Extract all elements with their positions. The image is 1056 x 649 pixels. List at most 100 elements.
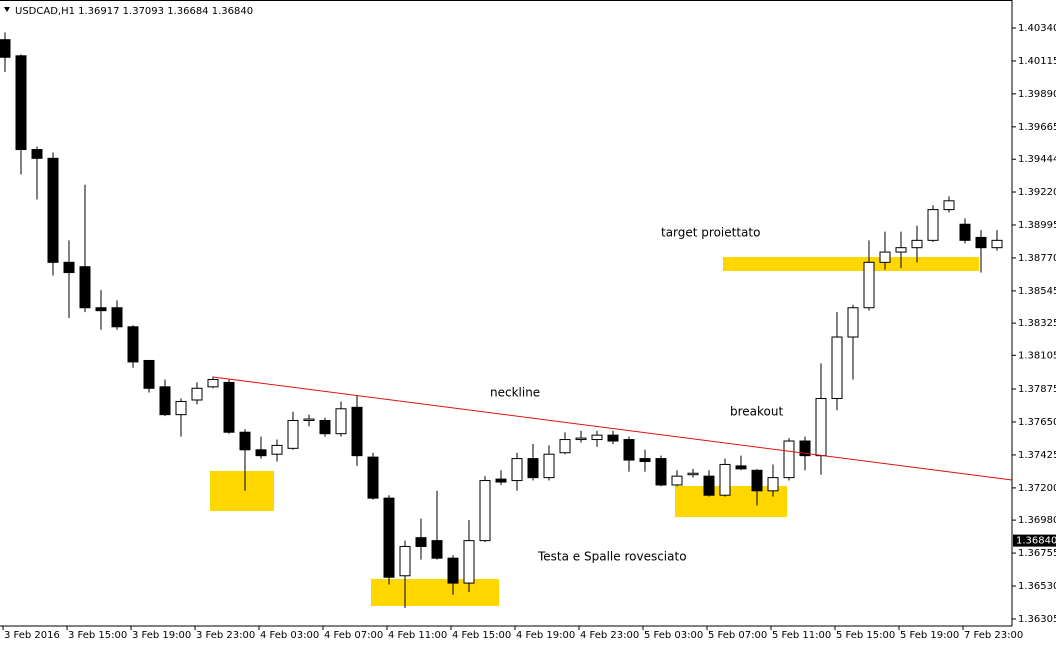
candle-body xyxy=(799,440,811,457)
y-tick-label: 1.40340 xyxy=(1018,23,1056,34)
x-tick-label: 4 Feb 11:00 xyxy=(388,630,447,641)
candle-body xyxy=(959,223,971,241)
candle-body xyxy=(511,458,523,482)
candle-body xyxy=(751,469,763,492)
candle-body xyxy=(527,458,539,479)
candle-body xyxy=(879,251,891,263)
current-price-box xyxy=(1013,534,1056,547)
candle-body xyxy=(303,418,315,422)
candle-body xyxy=(607,434,619,442)
x-tick-label: 3 Feb 19:00 xyxy=(132,630,191,641)
x-tick-label: 5 Feb 19:00 xyxy=(900,630,959,641)
x-tick-label: 5 Feb 03:00 xyxy=(644,630,703,641)
current-price-label: 1.36840 xyxy=(1016,536,1056,547)
candle-body xyxy=(975,236,987,249)
x-tick-label: 7 Feb 23:00 xyxy=(964,630,1023,641)
x-tick-label: 5 Feb 11:00 xyxy=(772,630,831,641)
annotation: target proiettato xyxy=(661,226,760,240)
candle-body xyxy=(815,398,827,457)
candle-body xyxy=(447,557,459,584)
candle-body xyxy=(719,463,731,496)
y-tick-label: 1.39444 xyxy=(1018,154,1056,165)
neckline xyxy=(212,376,1013,481)
candle-body xyxy=(783,440,795,479)
candle-body xyxy=(703,475,715,496)
chart-title: USDCAD,H1 1.36917 1.37093 1.36684 1.3684… xyxy=(15,6,253,17)
x-tick-label: 4 Feb 07:00 xyxy=(324,630,383,641)
highlight-box xyxy=(723,257,979,271)
y-tick-label: 1.37425 xyxy=(1018,450,1056,461)
candle-body xyxy=(495,478,507,483)
x-tick-label: 3 Feb 15:00 xyxy=(68,630,127,641)
candle-body xyxy=(655,458,667,486)
y-tick-label: 1.36755 xyxy=(1018,548,1056,559)
candle-body xyxy=(207,378,219,388)
candle-body xyxy=(399,545,411,577)
candle-body xyxy=(895,247,907,253)
candle-body xyxy=(767,477,779,492)
x-tick-label: 4 Feb 15:00 xyxy=(452,630,511,641)
candle-body xyxy=(191,387,203,401)
candle-body xyxy=(671,475,683,486)
candle-body xyxy=(575,437,587,441)
candle-body xyxy=(255,449,267,457)
candle-body xyxy=(223,381,235,433)
candle-body xyxy=(287,420,299,449)
y-tick-label: 1.38770 xyxy=(1018,253,1056,264)
candle-body xyxy=(335,408,347,435)
candle-body xyxy=(911,239,923,249)
annotation: neckline xyxy=(490,386,540,400)
candle-body xyxy=(479,480,491,542)
y-tick-label: 1.38995 xyxy=(1018,220,1056,231)
candle-body xyxy=(143,359,155,389)
y-tick-label: 1.39890 xyxy=(1018,89,1056,100)
y-tick-label: 1.37650 xyxy=(1018,417,1056,428)
candle-body xyxy=(463,540,475,584)
x-tick-label: 4 Feb 19:00 xyxy=(516,630,575,641)
candle-body xyxy=(991,239,1003,249)
candle-body xyxy=(831,336,843,400)
x-tick-label: 4 Feb 23:00 xyxy=(580,630,639,641)
candle-body xyxy=(639,458,651,463)
y-tick-label: 1.39220 xyxy=(1018,187,1056,198)
candle-body xyxy=(559,439,571,454)
y-tick-label: 1.36980 xyxy=(1018,515,1056,526)
y-tick-label: 1.37200 xyxy=(1018,483,1056,494)
candle-body xyxy=(623,439,635,461)
x-tick-label: 3 Feb 23:00 xyxy=(196,630,255,641)
candle-body xyxy=(271,444,283,455)
y-tick-label: 1.37875 xyxy=(1018,384,1056,395)
x-tick-label: 5 Feb 07:00 xyxy=(708,630,767,641)
candle-body xyxy=(319,420,331,435)
x-tick-label: 5 Feb 15:00 xyxy=(836,630,895,641)
candle-body xyxy=(735,465,747,470)
y-tick-label: 1.40115 xyxy=(1018,56,1056,67)
y-tick-label: 1.36530 xyxy=(1018,581,1056,592)
candle-body xyxy=(79,266,91,309)
candle-body xyxy=(927,209,939,241)
candle-body xyxy=(31,149,43,159)
candle-body xyxy=(415,537,427,547)
candle-body xyxy=(95,307,107,312)
candle-body xyxy=(127,326,139,363)
highlight-box xyxy=(210,471,274,511)
candle-body xyxy=(543,453,555,479)
candle-body xyxy=(431,540,443,559)
candle-body xyxy=(0,39,11,58)
annotation: Testa e Spalle rovesciato xyxy=(537,550,687,564)
menu-arrow xyxy=(4,7,10,12)
y-tick-label: 1.38105 xyxy=(1018,350,1056,361)
candle-body xyxy=(943,200,955,211)
annotation: breakout xyxy=(730,405,783,419)
candle-body xyxy=(383,497,395,578)
candle-body xyxy=(687,472,699,476)
candle-body xyxy=(63,261,75,274)
y-tick-label: 1.39665 xyxy=(1018,122,1056,133)
candles xyxy=(0,32,1003,608)
candle-body xyxy=(591,434,603,441)
y-tick-label: 1.36305 xyxy=(1018,614,1056,625)
candle-body xyxy=(159,386,171,416)
y-tick-label: 1.38545 xyxy=(1018,286,1056,297)
candle-body xyxy=(351,406,363,457)
